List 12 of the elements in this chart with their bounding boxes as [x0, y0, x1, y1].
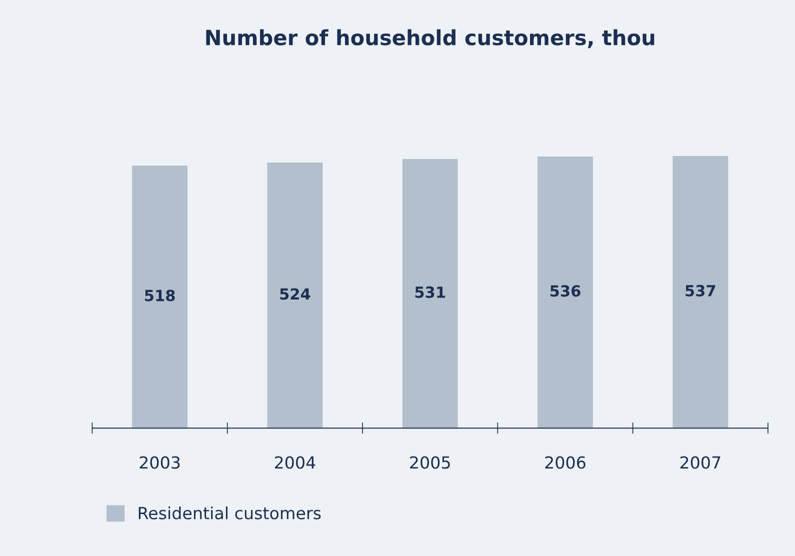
- data-label: 536: [550, 285, 580, 297]
- x-tick-label: 2005: [410, 456, 450, 469]
- data-label: 537: [686, 284, 716, 296]
- legend-label: Residential customers: [138, 506, 321, 520]
- data-label: 531: [415, 286, 445, 298]
- chart-title: Number of household customers, thou: [206, 29, 654, 48]
- x-tick-label: 2003: [140, 456, 180, 469]
- data-label: 518: [145, 290, 175, 302]
- x-tick-label: 2007: [680, 456, 720, 469]
- x-tick-label: 2006: [545, 456, 586, 469]
- x-tick-label: 2004: [274, 456, 316, 469]
- data-label: 524: [280, 288, 310, 300]
